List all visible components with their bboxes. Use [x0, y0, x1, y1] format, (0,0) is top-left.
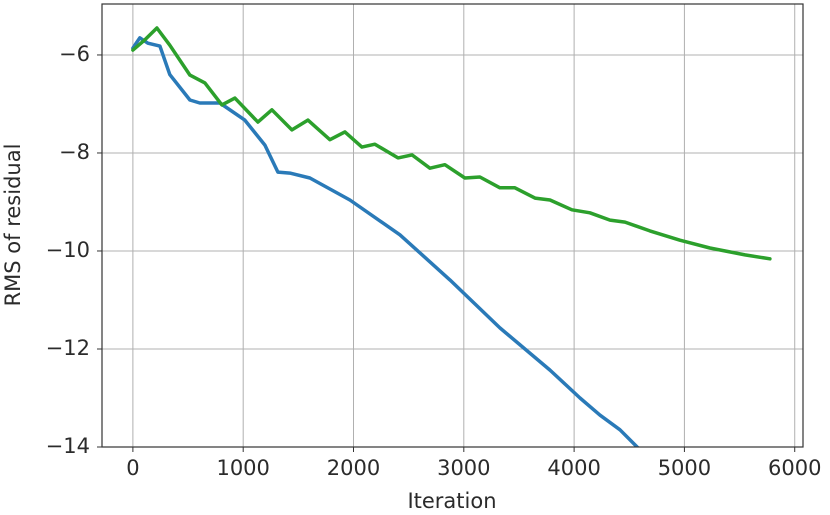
x-tick-label: 6000 — [768, 456, 821, 480]
x-tick-label: 4000 — [547, 456, 600, 480]
series-line — [131, 26, 772, 261]
x-tick-label: 1000 — [216, 456, 269, 480]
y-tick-label: −10 — [46, 238, 90, 262]
x-tick-label: 0 — [126, 456, 139, 480]
x-axis-label: Iteration — [407, 489, 496, 513]
lines — [131, 26, 772, 447]
y-tick-label: −6 — [59, 42, 90, 66]
x-tick-label: 5000 — [658, 456, 711, 480]
y-tick-label: −8 — [59, 140, 90, 164]
y-tick-label: −12 — [46, 336, 90, 360]
x-tick-label: 3000 — [437, 456, 490, 480]
grid — [102, 4, 803, 448]
y-axis-label: RMS of residual — [1, 144, 25, 307]
plot-frame — [101, 3, 804, 448]
y-tick-label: −14 — [46, 434, 90, 458]
series-line — [131, 36, 640, 447]
x-tick-label: 2000 — [327, 456, 380, 480]
